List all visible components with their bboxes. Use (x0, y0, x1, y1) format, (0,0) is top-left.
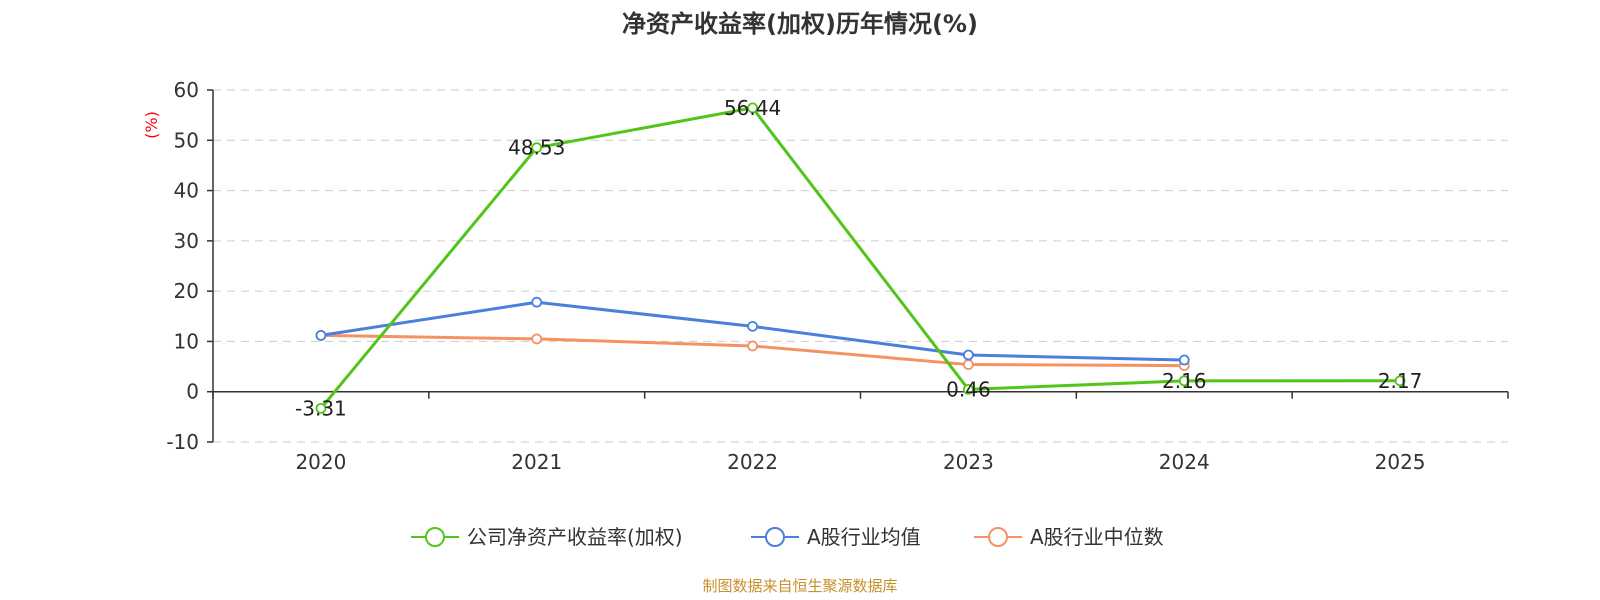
y-tick-label: 20 (174, 279, 199, 303)
grid-lines (213, 89, 1508, 443)
y-tick-label: 50 (174, 128, 199, 152)
legend-marker (765, 527, 785, 547)
data-point (747, 102, 758, 114)
legend-item-0[interactable]: 公司净资产收益率(加权) (411, 525, 683, 549)
data-point (1178, 375, 1190, 387)
data-point (963, 359, 974, 370)
data-point (315, 402, 327, 414)
data-label: -3.31 (295, 396, 347, 420)
series-line-0 (319, 106, 1401, 410)
data-point (747, 320, 758, 332)
y-tick-label: 10 (174, 329, 199, 353)
y-tick-label: 0 (186, 380, 199, 404)
series-lines (315, 102, 1406, 414)
data-label: 2.17 (1378, 369, 1423, 393)
data-point (531, 333, 543, 345)
legend-label: 公司净资产收益率(加权) (467, 525, 683, 549)
data-point (315, 329, 327, 341)
legend-item-1[interactable]: A股行业均值 (751, 525, 921, 549)
legend[interactable]: 公司净资产收益率(加权) A股行业均值 A股行业中位数 (411, 525, 1164, 549)
x-tick-label: 2022 (727, 450, 778, 474)
data-label: 48.53 (508, 136, 565, 160)
legend-item-2[interactable]: A股行业中位数 (974, 525, 1164, 549)
y-tick-label: -10 (166, 430, 199, 454)
data-point (747, 340, 758, 352)
legend-label: A股行业均值 (807, 525, 921, 549)
legend-label: A股行业中位数 (1030, 525, 1164, 549)
y-axis-label: (%) (142, 111, 161, 139)
x-tick-label: 2021 (511, 450, 562, 474)
data-point (963, 384, 974, 395)
legend-marker (988, 527, 1008, 547)
x-tick-label: 2025 (1375, 450, 1426, 474)
data-label: 2.16 (1162, 369, 1207, 393)
axes: -10 0 10 20 30 40 50 60 2020 2021 2022 2023 2024 2025 (166, 78, 1509, 474)
y-tick-label: 60 (174, 78, 199, 102)
data-point (531, 142, 543, 154)
data-point (1178, 354, 1190, 366)
chart-title: 净资产收益率(加权)历年情况(%) (622, 10, 978, 38)
x-tick-label: 2024 (1159, 450, 1210, 474)
data-point (963, 349, 974, 361)
legend-marker (425, 527, 445, 547)
data-label: 0.46 (946, 377, 991, 401)
data-point (531, 296, 543, 308)
source-note: 制图数据来自恒生聚源数据库 (702, 577, 897, 595)
y-tick-label: 40 (174, 179, 199, 203)
data-labels: -3.31 48.53 56.44 0.46 2.16 2.17 (295, 96, 1422, 420)
data-label: 56.44 (724, 96, 781, 120)
y-tick-label: 30 (174, 229, 199, 253)
x-tick-label: 2023 (943, 450, 994, 474)
x-tick-label: 2020 (295, 450, 346, 474)
data-point (1394, 375, 1406, 387)
